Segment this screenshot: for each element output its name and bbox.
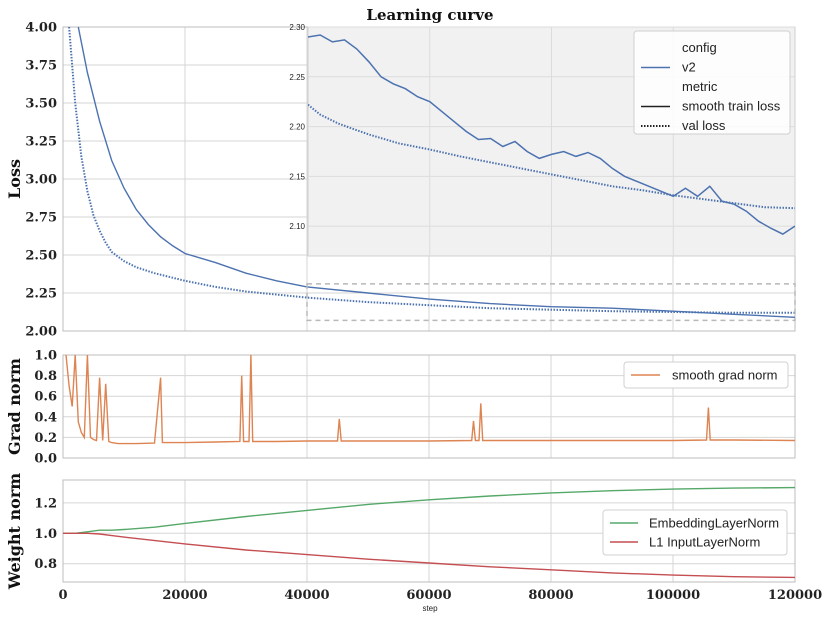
legend-box: [633, 30, 791, 135]
y-axis-label: Loss: [5, 159, 24, 199]
x-tick-label: 120000: [768, 588, 822, 603]
x-tick-label: 20000: [162, 588, 207, 603]
legend-header: metric: [682, 79, 718, 94]
y-tick-label: 0.0: [34, 452, 57, 467]
chart-title: Learning curve: [366, 6, 493, 24]
y-tick-label: 0.8: [34, 369, 57, 384]
y-tick-label: 2.25: [25, 287, 57, 302]
grad-legend: smooth grad norm: [623, 361, 789, 389]
y-tick-label: 4.00: [25, 21, 57, 36]
y-tick-label: 0.4: [34, 410, 57, 425]
legend-label: smooth train loss: [682, 99, 781, 114]
series-line-smooth-grad-norm: [65, 355, 795, 445]
y-tick-label: 0.6: [34, 390, 57, 405]
x-tick-label: 80000: [528, 588, 573, 603]
y-tick-label: 1.0: [34, 527, 57, 542]
zoom-box: [306, 283, 796, 322]
y-tick-label: 0.2: [34, 431, 57, 446]
legend-header: config: [682, 40, 717, 55]
legend-label: L1 InputLayerNorm: [649, 535, 760, 550]
y-tick-label: 3.25: [25, 135, 57, 150]
x-tick-label: 60000: [406, 588, 451, 603]
y-tick-label: 1.0: [34, 349, 57, 364]
y-axis-label: Weight norm: [5, 473, 24, 590]
y-tick-label: 1.2: [34, 496, 57, 511]
inset-series-smooth-train-loss: [308, 34, 795, 235]
series-line-L1-InputLayerNorm: [63, 532, 795, 579]
inset-series-val-loss: [308, 103, 795, 210]
y-tick-label: 2.50: [25, 249, 57, 264]
legend-label: v2: [682, 60, 696, 75]
legend-label: smooth grad norm: [672, 368, 778, 383]
weight-norm-panel: 0.8 1.0 1.2 Weight norm 0 20000 40000 60000 8000…: [5, 473, 822, 603]
x-tick-label: 100000: [646, 588, 700, 603]
grad-norm-panel: 0.0 0.2 0.4 0.6 0.8 1.0 Grad norm smooth grad n…: [5, 349, 796, 467]
x-tick-label: 40000: [284, 588, 329, 603]
inset-y-tick-label: 2.10: [289, 222, 305, 231]
plot-frame: [62, 354, 796, 459]
y-tick-label: 0.8: [34, 557, 57, 572]
x-tick-label: 0: [58, 588, 67, 603]
y-tick-label: 2.00: [25, 325, 57, 340]
inset-y-tick-label: 2.20: [289, 123, 305, 132]
legend-label: val loss: [682, 118, 726, 133]
legend-label: EmbeddingLayerNorm: [649, 516, 779, 531]
inset-y-tick-label: 2.15: [289, 172, 305, 181]
series-line-EmbeddingLayerNorm: [63, 486, 795, 534]
loss-legend: config v2 metric smooth train loss val loss: [633, 30, 791, 135]
legend-box: [602, 509, 788, 556]
y-tick-label: 3.00: [25, 173, 57, 188]
y-tick-label: 3.75: [25, 59, 57, 74]
inset-y-tick-label: 2.25: [289, 73, 305, 82]
loss-panel: 2.00 2.25 2.50 2.75 3.00 3.25 3.50 3.75 4.00 Loss…: [5, 21, 796, 340]
weight-legend: EmbeddingLayerNorm L1 InputLayerNorm: [602, 509, 788, 556]
y-axis-label: Grad norm: [5, 358, 24, 455]
x-axis-label: step: [422, 604, 438, 613]
plot-frame: [62, 479, 796, 583]
y-tick-label: 2.75: [25, 211, 57, 226]
series-line-smooth-train-loss: [77, 27, 795, 318]
legend-box: [623, 361, 789, 389]
y-tick-label: 3.50: [25, 97, 57, 112]
inset-y-tick-label: 2.30: [289, 23, 305, 32]
